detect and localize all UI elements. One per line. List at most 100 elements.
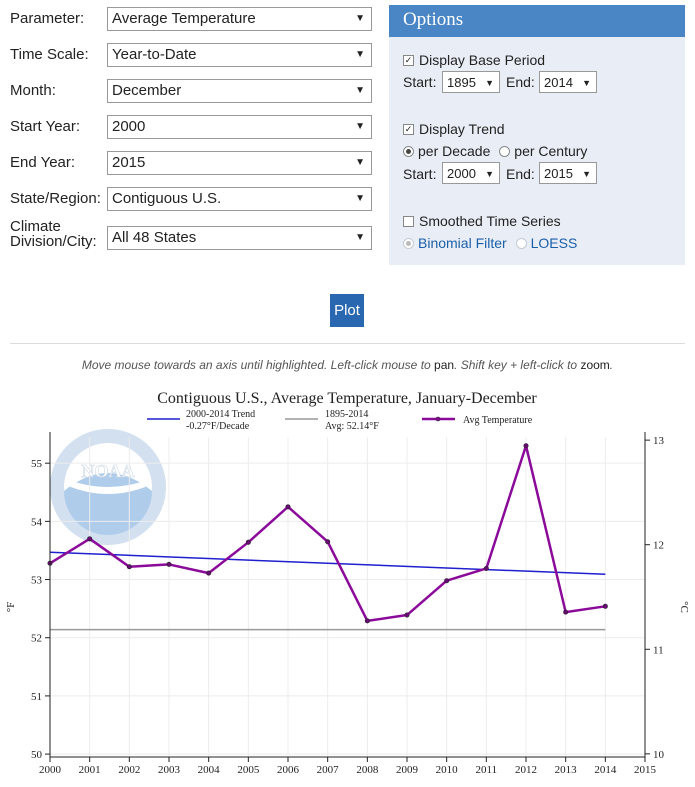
trend-line <box>49 551 606 576</box>
trend-end-value: 2015 <box>544 166 573 181</box>
temperature-point[interactable] <box>166 561 172 567</box>
base-period-label: Display Base Period <box>419 52 546 68</box>
month-label: Month: <box>10 82 56 99</box>
y-tick-label-right: 11 <box>653 644 664 656</box>
base-start-select[interactable]: 1895 ▼ <box>442 71 500 93</box>
base-start-label: Start: <box>403 74 437 90</box>
division-label: Climate Division/City: <box>10 219 97 249</box>
y-tick-label-right: 12 <box>653 540 664 552</box>
base-start-value: 1895 <box>447 75 476 90</box>
trend-end-select[interactable]: 2015 ▼ <box>539 162 597 184</box>
y-tick-label-right: 10 <box>653 749 665 761</box>
hint-zoom: zoom <box>580 358 610 372</box>
division-label-line2: Division/City: <box>10 233 97 250</box>
per-decade-radio[interactable] <box>403 145 414 157</box>
hint-pan: pan <box>434 358 455 372</box>
temperature-point[interactable] <box>364 618 370 624</box>
division-select[interactable]: All 48 States ▼ <box>107 226 372 250</box>
temperature-point[interactable] <box>602 603 608 609</box>
x-tick-label: 2003 <box>158 764 181 776</box>
chevron-down-icon: ▼ <box>355 13 365 24</box>
chevron-down-icon: ▼ <box>355 121 365 132</box>
x-tick-label: 2010 <box>436 764 459 776</box>
temperature-point[interactable] <box>87 536 93 542</box>
x-tick-label: 2002 <box>118 764 140 776</box>
hint-text-3: . <box>609 358 614 372</box>
y-axis-label-left: °F <box>5 602 17 613</box>
temperature-point[interactable] <box>206 570 212 576</box>
x-tick-label: 2001 <box>79 764 101 776</box>
trend-start-select[interactable]: 2000 ▼ <box>442 162 500 184</box>
chevron-down-icon: ▼ <box>582 169 591 179</box>
x-tick-label: 2007 <box>317 764 340 776</box>
temperature-chart[interactable]: Contiguous U.S., Average Temperature, Ja… <box>0 377 695 787</box>
chevron-down-icon: ▼ <box>485 169 494 179</box>
trend-checkbox[interactable]: ✓ <box>403 123 414 135</box>
binomial-label[interactable]: Binomial Filter <box>418 235 507 251</box>
y-tick-label: 55 <box>31 458 43 470</box>
logo-text: NOAA <box>82 461 135 481</box>
temperature-point[interactable] <box>563 609 569 615</box>
temperature-point[interactable] <box>325 539 331 545</box>
legend-trend-sublabel: -0.27°F/Decade <box>186 421 250 432</box>
start-year-select[interactable]: 2000 ▼ <box>107 115 372 139</box>
temperature-point[interactable] <box>245 539 251 545</box>
smoothed-checkbox[interactable] <box>403 215 414 227</box>
legend-temp-label: Avg Temperature <box>463 415 533 426</box>
base-period-option[interactable]: ✓ Display Base Period <box>403 52 545 68</box>
y-axis-label-right: °C <box>678 601 690 613</box>
parameter-row: Parameter: Average Temperature ▼ <box>10 7 372 33</box>
time-scale-select[interactable]: Year-to-Date ▼ <box>107 43 372 67</box>
per-century-label[interactable]: per Century <box>514 143 588 159</box>
start-year-value: 2000 <box>112 118 146 135</box>
parameter-select[interactable]: Average Temperature ▼ <box>107 7 372 31</box>
base-end-label: End: <box>506 74 535 90</box>
temperature-point[interactable] <box>404 612 410 618</box>
end-year-value: 2015 <box>112 154 146 171</box>
plot-button[interactable]: Plot <box>330 294 364 327</box>
loess-radio[interactable] <box>515 237 527 249</box>
trend-start-value: 2000 <box>447 166 476 181</box>
base-period-checkbox[interactable]: ✓ <box>403 54 414 66</box>
base-end-select[interactable]: 2014 ▼ <box>539 71 597 93</box>
end-year-select[interactable]: 2015 ▼ <box>107 151 372 175</box>
y-tick-label: 54 <box>31 516 43 528</box>
smoothed-option[interactable]: Smoothed Time Series <box>403 213 561 229</box>
y-tick-label-right: 13 <box>653 435 665 447</box>
x-tick-label: 2013 <box>555 764 578 776</box>
logo-wave <box>64 473 152 535</box>
loess-label[interactable]: LOESS <box>530 235 578 251</box>
temperature-point[interactable] <box>285 504 291 510</box>
binomial-radio[interactable] <box>403 237 414 249</box>
x-tick-label: 2012 <box>515 764 537 776</box>
options-title: Options <box>389 5 685 37</box>
temperature-point[interactable] <box>483 565 489 571</box>
temperature-point[interactable] <box>126 564 132 570</box>
trend-option[interactable]: ✓ Display Trend <box>403 121 505 137</box>
time-scale-row: Time Scale: Year-to-Date ▼ <box>10 43 372 69</box>
base-end-value: 2014 <box>544 75 573 90</box>
chart-title: Contiguous U.S., Average Temperature, Ja… <box>157 390 537 407</box>
x-tick-label: 2005 <box>237 764 260 776</box>
legend: 2000-2014 Trend -0.27°F/Decade 1895-2014… <box>147 409 533 432</box>
hint-text-2: . Shift key + left-click to <box>454 358 581 372</box>
temperature-point[interactable] <box>523 443 529 449</box>
chevron-down-icon: ▼ <box>582 78 591 88</box>
end-year-label: End Year: <box>10 154 76 171</box>
trend-units: per Decade per Century <box>403 143 587 159</box>
trend-label: Display Trend <box>419 121 505 137</box>
parameter-label: Parameter: <box>10 10 85 27</box>
logo-inner-disc <box>64 443 152 531</box>
parameter-value: Average Temperature <box>112 10 256 27</box>
chevron-down-icon: ▼ <box>485 78 494 88</box>
chevron-down-icon: ▼ <box>355 49 365 60</box>
month-value: December <box>112 82 182 99</box>
y-tick-label: 51 <box>31 691 42 703</box>
per-decade-label[interactable]: per Decade <box>418 143 491 159</box>
temperature-point[interactable] <box>444 578 450 584</box>
month-select[interactable]: December ▼ <box>107 79 372 103</box>
state-select[interactable]: Contiguous U.S. ▼ <box>107 187 372 211</box>
per-century-radio[interactable] <box>499 145 511 157</box>
noaa-logo: NOAA <box>50 429 166 545</box>
chevron-down-icon: ▼ <box>355 193 365 204</box>
